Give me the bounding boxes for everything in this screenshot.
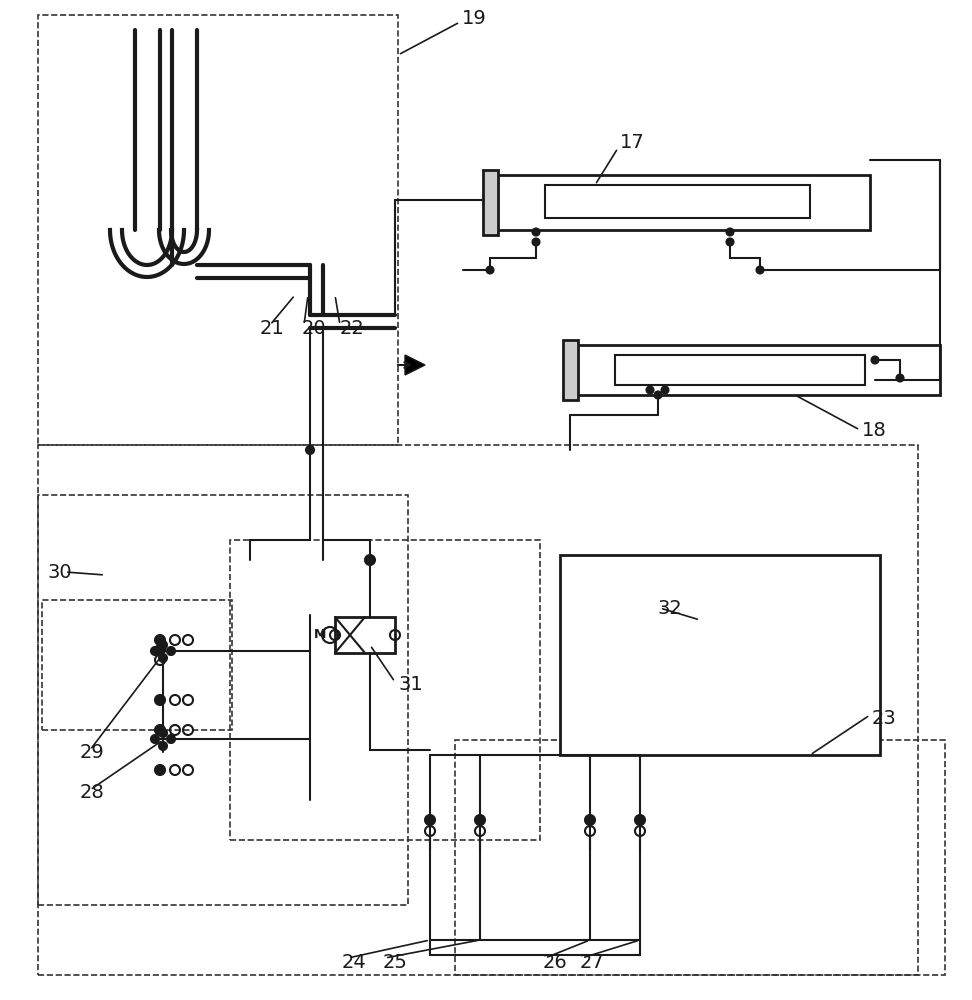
- Circle shape: [533, 238, 539, 245]
- Text: 25: 25: [383, 952, 408, 972]
- Circle shape: [155, 725, 165, 735]
- Bar: [38, 15, 398, 445]
- Text: 19: 19: [462, 8, 487, 27]
- Text: 30: 30: [47, 562, 72, 582]
- Bar: [490, 175, 870, 230]
- Bar: [38, 495, 408, 905]
- Polygon shape: [405, 355, 425, 375]
- Circle shape: [756, 266, 763, 273]
- Text: 18: 18: [862, 420, 886, 440]
- Bar: [38, 445, 918, 975]
- Circle shape: [726, 238, 734, 245]
- Bar: [335, 617, 395, 653]
- Bar: [230, 540, 540, 840]
- Circle shape: [151, 735, 159, 743]
- Bar: [560, 555, 880, 755]
- Circle shape: [425, 815, 435, 825]
- Circle shape: [159, 641, 167, 649]
- Text: M: M: [314, 629, 327, 642]
- Circle shape: [654, 391, 662, 398]
- Circle shape: [475, 815, 485, 825]
- Circle shape: [306, 446, 314, 454]
- Circle shape: [662, 386, 669, 393]
- Circle shape: [646, 386, 653, 393]
- Bar: [483, 170, 498, 235]
- Circle shape: [167, 735, 175, 743]
- Circle shape: [585, 815, 595, 825]
- Text: 32: 32: [657, 598, 681, 617]
- Bar: [563, 340, 578, 400]
- Circle shape: [155, 765, 165, 775]
- Circle shape: [635, 815, 645, 825]
- Text: 20: 20: [302, 318, 327, 338]
- Text: 24: 24: [342, 952, 366, 972]
- Text: 31: 31: [398, 676, 423, 694]
- Circle shape: [487, 266, 494, 273]
- Circle shape: [155, 645, 165, 655]
- Bar: [615, 355, 865, 385]
- Bar: [42, 600, 232, 730]
- Bar: [570, 345, 940, 395]
- Circle shape: [365, 555, 375, 565]
- Text: 22: 22: [340, 318, 364, 338]
- Circle shape: [155, 695, 165, 705]
- Circle shape: [872, 357, 879, 363]
- Text: 26: 26: [543, 952, 568, 972]
- Circle shape: [159, 654, 167, 662]
- Circle shape: [159, 729, 167, 737]
- Bar: [545, 185, 810, 218]
- Circle shape: [167, 647, 175, 655]
- Text: 27: 27: [580, 952, 605, 972]
- Circle shape: [726, 229, 734, 235]
- Text: 23: 23: [872, 708, 897, 728]
- Circle shape: [896, 374, 904, 381]
- Circle shape: [533, 229, 539, 235]
- Text: 17: 17: [620, 133, 644, 152]
- Text: 21: 21: [260, 318, 285, 338]
- Bar: [455, 740, 945, 975]
- Text: 28: 28: [80, 784, 105, 802]
- Circle shape: [151, 647, 159, 655]
- Text: 29: 29: [80, 744, 105, 762]
- Circle shape: [155, 635, 165, 645]
- Circle shape: [159, 742, 167, 750]
